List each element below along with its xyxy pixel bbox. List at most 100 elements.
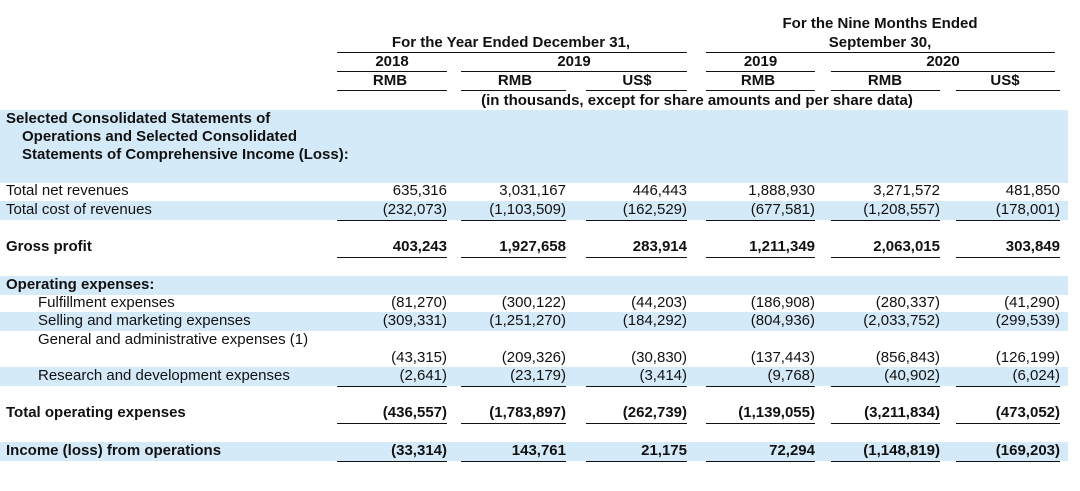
cell-value: (9,768) bbox=[767, 367, 815, 384]
row-shade bbox=[0, 110, 1068, 183]
cell-value: 3,031,167 bbox=[499, 182, 566, 199]
rule bbox=[586, 423, 687, 424]
row-label: Total cost of revenues bbox=[6, 201, 152, 218]
rule bbox=[461, 461, 566, 462]
cell-value: 143,761 bbox=[511, 442, 566, 459]
row-label: Selling and marketing expenses bbox=[38, 312, 251, 329]
cell-value: (40,902) bbox=[884, 367, 940, 384]
cell-value: (3,211,834) bbox=[864, 404, 940, 421]
cell-value: (1,251,270) bbox=[489, 312, 566, 329]
cell-value: 403,243 bbox=[392, 238, 447, 255]
currency-header: RMB bbox=[740, 72, 776, 89]
cell-value: 3,271,572 bbox=[873, 182, 940, 199]
cell-value: (280,337) bbox=[875, 294, 940, 311]
cell-value: (178,001) bbox=[995, 201, 1060, 218]
rule bbox=[337, 220, 447, 221]
row-label: Research and development expenses bbox=[38, 367, 290, 384]
cell-value: (856,843) bbox=[875, 349, 940, 366]
cell-value: (162,529) bbox=[622, 201, 687, 218]
rule bbox=[831, 220, 940, 221]
currency-header: US$ bbox=[990, 72, 1020, 89]
rule bbox=[956, 257, 1060, 258]
rule bbox=[337, 71, 447, 72]
rule bbox=[337, 90, 447, 91]
rule bbox=[956, 90, 1060, 91]
row-shade bbox=[0, 276, 1068, 295]
rule bbox=[337, 257, 447, 258]
cell-value: 303,849 bbox=[1005, 238, 1060, 255]
cell-value: (262,739) bbox=[622, 404, 687, 421]
cell-value: (1,148,819) bbox=[863, 442, 940, 459]
cell-value: (23,179) bbox=[510, 367, 566, 384]
row-label: Operating expenses: bbox=[6, 276, 155, 293]
rule bbox=[586, 257, 687, 258]
rule bbox=[461, 220, 566, 221]
rule bbox=[706, 71, 815, 72]
cell-value: 2,063,015 bbox=[873, 238, 940, 255]
rule bbox=[706, 52, 1055, 53]
cell-value: (184,292) bbox=[622, 312, 687, 329]
rule bbox=[831, 423, 940, 424]
rule bbox=[337, 52, 687, 53]
currency-header: US$ bbox=[622, 72, 652, 89]
currency-header: RMB bbox=[372, 72, 408, 89]
rule bbox=[461, 386, 566, 387]
currency-header: RMB bbox=[497, 72, 533, 89]
row-shade bbox=[0, 312, 1068, 331]
year-header: 2019 bbox=[557, 53, 591, 70]
row-label: Total net revenues bbox=[6, 182, 129, 199]
rule bbox=[706, 220, 815, 221]
group-header: For the Year Ended December 31, bbox=[391, 34, 631, 51]
rule bbox=[831, 257, 940, 258]
cell-value: (81,270) bbox=[391, 294, 447, 311]
year-header: 2018 bbox=[375, 53, 409, 70]
cell-value: (126,199) bbox=[995, 349, 1060, 366]
row-label: Income (loss) from operations bbox=[6, 442, 222, 459]
row-label: Gross profit bbox=[6, 238, 92, 255]
rule bbox=[706, 386, 815, 387]
cell-value: (33,314) bbox=[391, 442, 447, 459]
cell-value: (309,331) bbox=[382, 312, 447, 329]
cell-value: (2,641) bbox=[399, 367, 447, 384]
cell-value: 481,850 bbox=[1005, 182, 1060, 199]
rule bbox=[706, 90, 815, 91]
row-label: Total operating expenses bbox=[6, 404, 186, 421]
rule bbox=[586, 386, 687, 387]
rule bbox=[956, 386, 1060, 387]
cell-value: (43,315) bbox=[391, 349, 447, 366]
rule bbox=[586, 461, 687, 462]
cell-value: (44,203) bbox=[631, 294, 687, 311]
cell-value: 72,294 bbox=[769, 442, 815, 459]
cell-value: (1,208,557) bbox=[863, 201, 940, 218]
cell-value: 635,316 bbox=[392, 182, 447, 199]
rule bbox=[706, 461, 815, 462]
cell-value: (41,290) bbox=[1004, 294, 1060, 311]
cell-value: (1,783,897) bbox=[489, 404, 566, 421]
cell-value: (186,908) bbox=[750, 294, 815, 311]
cell-value: (3,414) bbox=[639, 367, 687, 384]
cell-value: (209,326) bbox=[501, 349, 566, 366]
row-label: Selected Consolidated Statements of Oper… bbox=[6, 110, 349, 163]
rule bbox=[461, 257, 566, 258]
cell-value: 283,914 bbox=[632, 238, 687, 255]
cell-value: 1,927,658 bbox=[499, 238, 566, 255]
rule bbox=[831, 90, 940, 91]
rule bbox=[337, 461, 447, 462]
rule bbox=[956, 461, 1060, 462]
cell-value: (137,443) bbox=[750, 349, 815, 366]
rule bbox=[461, 71, 687, 72]
rule bbox=[461, 423, 566, 424]
rule bbox=[586, 90, 687, 91]
rule bbox=[706, 423, 815, 424]
cell-value: (436,557) bbox=[382, 404, 447, 421]
cell-value: (232,073) bbox=[382, 201, 447, 218]
rule bbox=[586, 220, 687, 221]
year-header: 2019 bbox=[743, 53, 778, 70]
group-header: For the Nine Months Ended bbox=[782, 15, 978, 32]
rule bbox=[831, 386, 940, 387]
row-shade bbox=[0, 201, 1068, 220]
cell-value: (2,033,752) bbox=[863, 312, 940, 329]
rule bbox=[831, 461, 940, 462]
cell-value: (169,203) bbox=[995, 442, 1060, 459]
